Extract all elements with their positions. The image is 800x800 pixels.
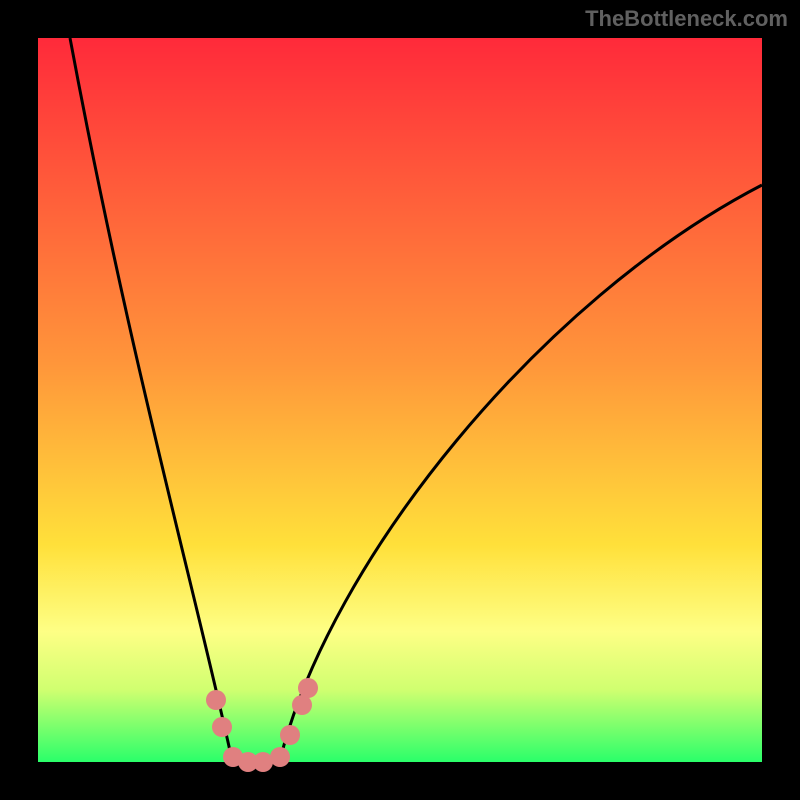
- curve-overlay: [0, 0, 800, 800]
- data-point-marker: [280, 725, 300, 745]
- data-point-marker: [212, 717, 232, 737]
- data-point-marker: [270, 747, 290, 767]
- watermark-text: TheBottleneck.com: [585, 6, 788, 32]
- data-point-marker: [253, 752, 273, 772]
- bottleneck-curve: [70, 38, 762, 760]
- data-point-marker: [298, 678, 318, 698]
- data-point-marker: [292, 695, 312, 715]
- chart-container: TheBottleneck.com: [0, 0, 800, 800]
- data-point-marker: [206, 690, 226, 710]
